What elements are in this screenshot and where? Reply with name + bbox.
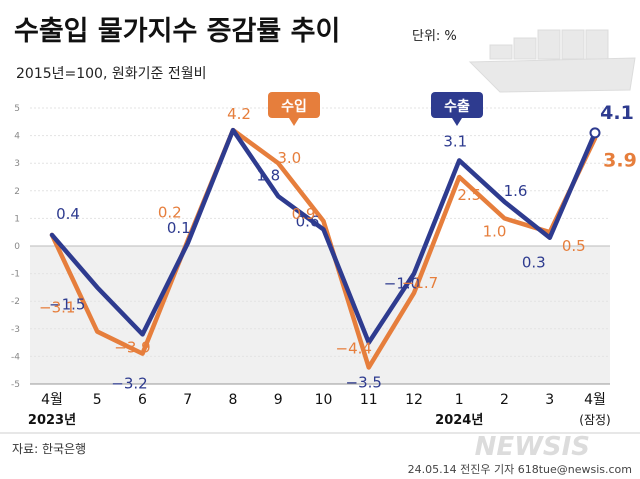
export-data-label: 1.8 (256, 166, 280, 184)
import-data-label: −3.9 (114, 339, 150, 357)
data-labels: 0.4 −1.5 −3.2 0.1 1.8 0.6 −3.5 −1.0 3.1 1.6 0.3 4.1… (39, 102, 637, 392)
y-tick-label: -3 (11, 325, 20, 335)
x-tick-label: 4월 (584, 392, 606, 408)
x-axis: 4월 2023년 5 6 7 8 9 10 11 12 1 2024년 2 3 4월 (잠정) (28, 383, 611, 428)
export-end-marker (589, 127, 601, 139)
newsis-watermark: NEWSIS (475, 432, 590, 462)
y-tick-label: -5 (11, 380, 20, 390)
series-lines (49, 127, 601, 370)
x-tick-label: 8 (229, 392, 238, 408)
y-tick-label: 0 (14, 242, 20, 252)
x-tick-label: 10 (315, 392, 333, 408)
export-data-label: 4.1 (600, 102, 634, 124)
legend-export: 수출 (431, 92, 483, 126)
legend-import-label: 수입 (281, 99, 307, 115)
y-tick-label: 3 (14, 159, 20, 169)
y-tick-label: 2 (14, 187, 20, 197)
ship-illustration-icon (468, 29, 636, 93)
y-tick-label: -1 (11, 270, 20, 280)
x-tick-label: 6 (138, 392, 147, 408)
y-tick-label: -4 (11, 352, 20, 362)
export-data-label: 3.1 (443, 132, 467, 150)
import-data-label: −4.4 (336, 339, 372, 357)
source-label: 자료: 한국은행 (12, 441, 86, 456)
x-tick-label: 12 (405, 392, 423, 408)
export-data-label: −1.5 (49, 295, 85, 313)
x-tick-label: 1 (455, 392, 464, 408)
import-data-label: 0.2 (158, 203, 182, 221)
unit-label: 단위: % (412, 29, 457, 44)
x-tick-label: 4월 (41, 392, 63, 408)
subtitle: 2015년=100, 원화기준 전월비 (16, 66, 206, 82)
x-tick-sublabel: 2024년 (435, 413, 483, 428)
y-axis: 5 4 3 2 1 0 -1 -2 -3 -4 -5 (11, 104, 20, 390)
export-data-label: 0.1 (167, 219, 191, 237)
export-data-label: −3.5 (346, 374, 382, 392)
page-title: 수출입 물가지수 증감률 추이 (14, 16, 340, 47)
x-tick-label: 5 (93, 392, 102, 408)
import-data-label: −3.1 (39, 299, 75, 317)
y-tick-label: -2 (11, 297, 20, 307)
legend-export-label: 수출 (444, 98, 470, 115)
import-data-label: 0.9 (292, 205, 316, 223)
import-data-label: 0.5 (562, 237, 586, 255)
export-data-label: 0.6 (296, 212, 320, 230)
x-tick-label: 11 (360, 392, 378, 408)
export-data-label: 0.4 (56, 205, 80, 223)
import-data-label: 2.5 (457, 186, 481, 204)
import-data-label: −1.7 (402, 274, 438, 292)
import-data-label: 3.9 (603, 149, 637, 171)
credit-label: 24.05.14 전진우 기자 618tue@newsis.com (408, 463, 632, 476)
export-data-label: −3.2 (111, 374, 147, 392)
y-tick-label: 5 (14, 104, 20, 114)
import-data-label: 3.0 (277, 149, 301, 167)
import-series-line (49, 127, 598, 370)
export-series-line (49, 127, 598, 345)
y-tick-label: 4 (14, 132, 20, 142)
legend-import: 수입 (268, 92, 320, 126)
x-tick-sublabel: (잠정) (579, 413, 610, 427)
x-tick-sublabel: 2023년 (28, 413, 76, 428)
x-tick-label: 3 (545, 392, 554, 408)
export-data-label: 0.3 (522, 254, 546, 272)
x-tick-label: 9 (274, 392, 283, 408)
export-data-label: −1.0 (384, 275, 420, 293)
y-tick-label: 1 (14, 214, 20, 224)
export-data-label: 1.6 (504, 182, 528, 200)
import-data-label: 1.0 (483, 222, 507, 240)
x-tick-label: 2 (500, 392, 509, 408)
x-tick-label: 7 (183, 392, 192, 408)
import-data-label: 4.2 (227, 105, 251, 123)
